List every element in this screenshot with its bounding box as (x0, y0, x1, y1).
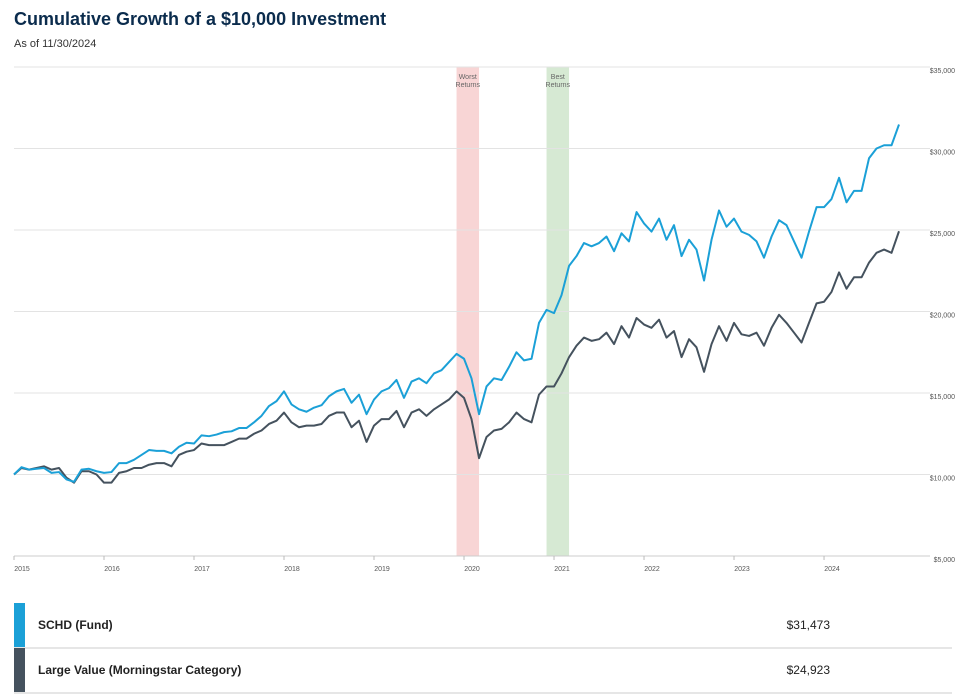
y-tick-label: $20,000 (930, 312, 955, 319)
band-label: Returns (456, 82, 481, 89)
y-tick-label: $10,000 (930, 475, 955, 482)
y-tick-label: $5,000 (934, 557, 956, 564)
legend-swatch (14, 648, 25, 692)
series-line (13, 124, 900, 483)
legend-label: SCHD (Fund) (38, 618, 113, 632)
legend-value: $24,923 (787, 663, 831, 677)
x-tick-label: 2023 (734, 566, 750, 573)
x-tick-label: 2015 (14, 566, 30, 573)
band-label: Worst (459, 74, 477, 81)
y-tick-label: $25,000 (930, 231, 955, 238)
x-tick-label: 2024 (824, 566, 840, 573)
x-tick-label: 2016 (104, 566, 120, 573)
chart-title: Cumulative Growth of a $10,000 Investmen… (14, 9, 386, 29)
band-label: Returns (546, 82, 571, 89)
series-line (13, 230, 900, 484)
legend-value: $31,473 (787, 618, 831, 632)
x-tick-label: 2018 (284, 566, 300, 573)
x-tick-label: 2021 (554, 566, 570, 573)
x-tick-label: 2019 (374, 566, 390, 573)
x-tick-label: 2017 (194, 566, 210, 573)
legend-swatch (14, 603, 25, 647)
chart-subtitle: As of 11/30/2024 (14, 38, 96, 50)
y-tick-label: $35,000 (930, 68, 955, 75)
legend-label: Large Value (Morningstar Category) (38, 663, 241, 677)
x-tick-label: 2020 (464, 566, 480, 573)
y-tick-label: $30,000 (930, 149, 955, 156)
band-label: Best (551, 74, 565, 81)
y-tick-label: $15,000 (930, 394, 955, 401)
x-tick-label: 2022 (644, 566, 660, 573)
